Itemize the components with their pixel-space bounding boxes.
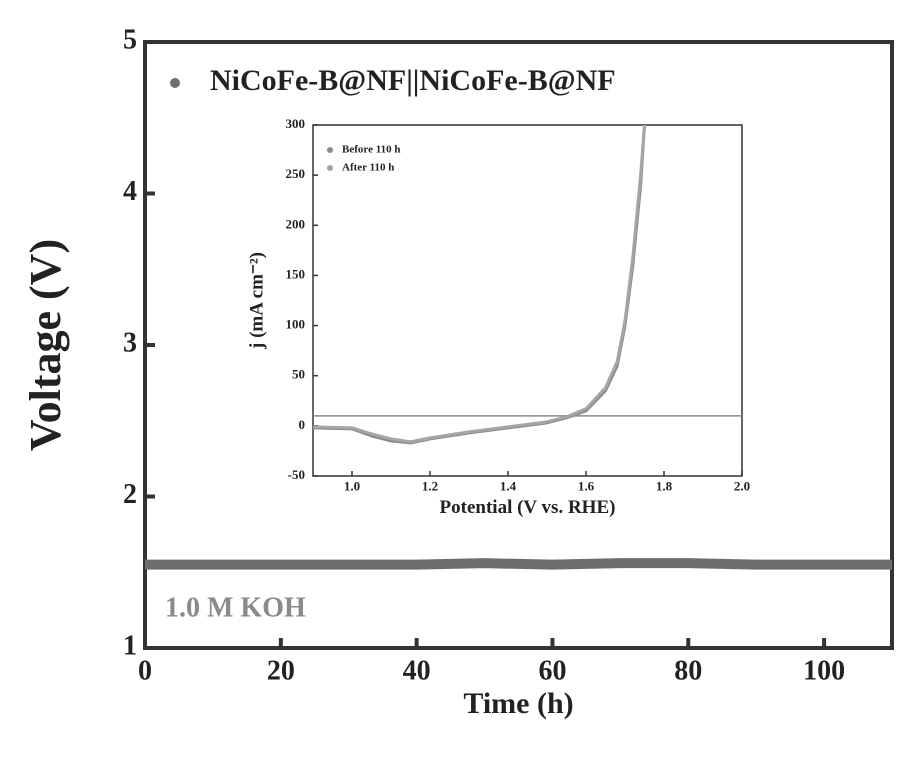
x-axis-label: Time (h) bbox=[463, 687, 573, 720]
legend-marker bbox=[170, 78, 180, 88]
y-axis-label: Voltage (V) bbox=[21, 239, 70, 451]
x-tick-label: 40 bbox=[403, 656, 431, 687]
y-tick-label: 1 bbox=[123, 630, 137, 661]
y-tick-label: 150 bbox=[286, 266, 306, 281]
y-tick-label: 300 bbox=[286, 116, 306, 131]
x-tick-label: 1.6 bbox=[578, 479, 595, 494]
annotation: 1.0 M KOH bbox=[165, 592, 306, 623]
x-tick-label: 60 bbox=[538, 656, 566, 687]
y-tick-label: 4 bbox=[123, 176, 137, 207]
y-tick-label: 0 bbox=[299, 417, 306, 432]
y-tick-label: 200 bbox=[286, 216, 306, 231]
x-tick-label: 80 bbox=[674, 656, 702, 687]
figure: 0 20 40 60 80 100 1 2 3 4 5 Time (h) Voltage (V) NiCo… bbox=[0, 0, 922, 772]
legend-marker bbox=[327, 165, 333, 171]
y-tick-label: -50 bbox=[288, 467, 305, 482]
x-tick-label: 20 bbox=[267, 656, 295, 687]
y-tick-label: 5 bbox=[123, 24, 137, 55]
y-tick-label: 2 bbox=[123, 479, 137, 510]
x-axis-label: Potential (V vs. RHE) bbox=[440, 497, 616, 518]
y-tick-label: 250 bbox=[286, 166, 306, 181]
x-tick-label: 0 bbox=[138, 656, 152, 687]
y-tick-label: 100 bbox=[286, 317, 306, 332]
x-tick-label: 100 bbox=[803, 656, 845, 687]
data-line bbox=[145, 563, 892, 565]
legend-label: Before 110 h bbox=[342, 144, 400, 156]
y-tick-label: 3 bbox=[123, 327, 137, 358]
y-tick-label: 50 bbox=[292, 367, 305, 382]
legend-marker bbox=[327, 147, 333, 153]
y-axis-label: j (mA cm⁻²) bbox=[246, 252, 267, 350]
x-tick-label: 1.0 bbox=[344, 479, 360, 494]
x-tick-label: 1.8 bbox=[656, 479, 673, 494]
x-tick-label: 1.4 bbox=[500, 479, 517, 494]
legend-label: NiCoFe-B@NF||NiCoFe-B@NF bbox=[210, 64, 616, 97]
legend-label: After 110 h bbox=[342, 162, 394, 174]
x-tick-label: 1.2 bbox=[422, 479, 438, 494]
x-tick-label: 2.0 bbox=[734, 479, 750, 494]
